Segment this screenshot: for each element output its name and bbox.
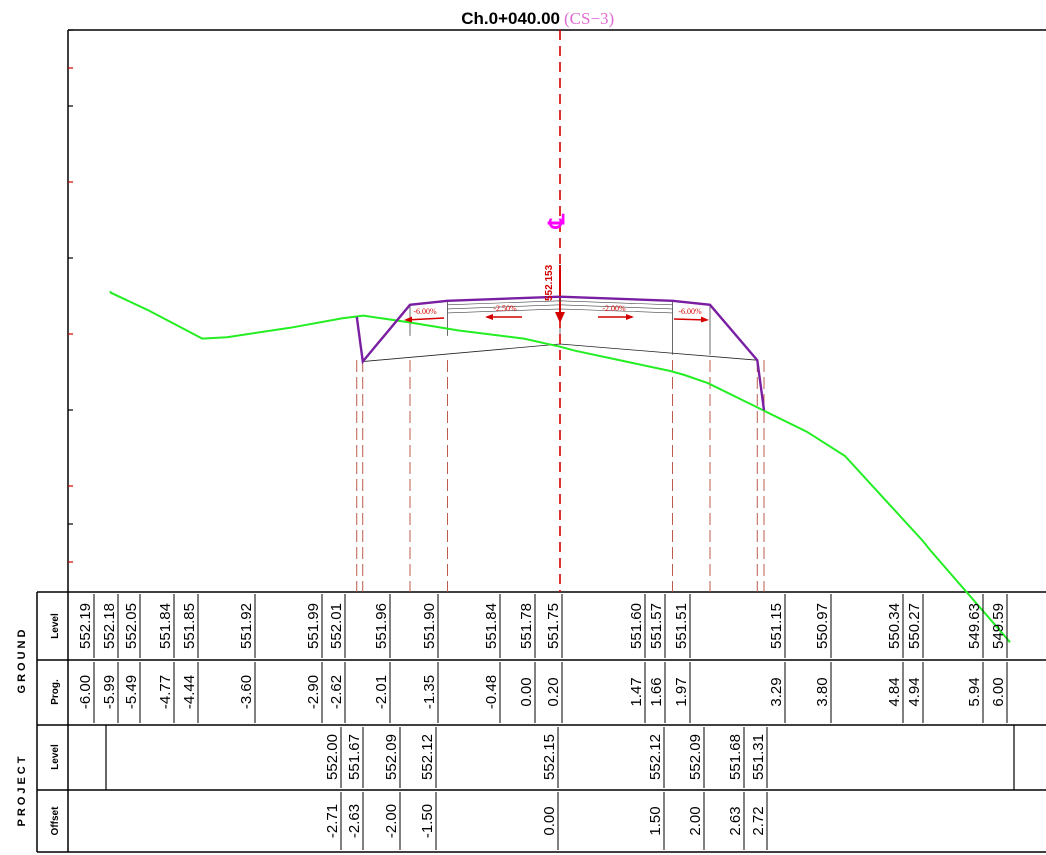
project-level-value: 551.67 xyxy=(346,734,363,780)
ground-prog-value: 4.84 xyxy=(886,677,903,706)
ground-level-value: 550.34 xyxy=(886,603,903,649)
ground-level-value: 549.63 xyxy=(966,603,983,649)
ground-level-value: 551.84 xyxy=(157,603,174,649)
ground-prog-value: 1.66 xyxy=(648,677,665,706)
slope-indicator-4: -6.00% xyxy=(673,307,709,323)
slope-label: -6.00% xyxy=(678,307,702,316)
section-id: (CS−3) xyxy=(564,9,614,28)
slope-indicator-1: -6.00% xyxy=(404,307,445,323)
ground-prog-value: -0.48 xyxy=(483,675,500,709)
project-offset-value: 2.63 xyxy=(727,806,744,835)
ground-prog-value: -4.44 xyxy=(181,675,198,709)
ground-prog-row-label: Prog. xyxy=(50,679,61,705)
ground-level-value: 552.01 xyxy=(328,603,345,649)
ground-prog-values: -6.00 -5.99 -5.49 -4.77 -4.44 -3.60 -2.90 -2.62… xyxy=(77,662,1008,723)
ground-prog-value: 4.94 xyxy=(906,677,923,706)
ground-level-value: 551.57 xyxy=(648,603,665,649)
project-profile-line xyxy=(355,295,766,411)
centerline-arrow xyxy=(555,312,565,323)
slope-label: -6.00% xyxy=(413,307,437,316)
ground-prog-value: -5.99 xyxy=(101,675,118,709)
project-level-value: 552.15 xyxy=(541,734,558,780)
level-axis-ticks xyxy=(68,29,73,563)
slope-label: -2.50% xyxy=(493,304,517,313)
slope-indicator-3: -2.00% xyxy=(598,304,634,320)
ground-prog-value: -2.62 xyxy=(328,675,345,709)
ground-level-value: 551.78 xyxy=(518,603,535,649)
ground-prog-value: -1.35 xyxy=(421,675,438,709)
project-level-row-label: Level xyxy=(50,744,61,770)
ground-prog-value: -4.77 xyxy=(157,675,174,709)
project-level-value: 552.09 xyxy=(383,734,400,780)
ground-profile-line xyxy=(109,290,1011,643)
plot-frame xyxy=(37,29,1046,593)
ground-prog-value: 3.80 xyxy=(814,677,831,706)
ground-level-value: 551.60 xyxy=(628,603,645,649)
project-level-values: 552.00 551.67 552.09 552.12 552.15 552.12 552.… xyxy=(324,727,768,788)
project-offset-value: -2.00 xyxy=(383,804,400,838)
project-offset-value: 0.00 xyxy=(541,806,558,835)
ground-level-value: 551.92 xyxy=(238,603,255,649)
ground-level-values: 552.19 552.18 552.05 551.84 551.85 551.92 551.… xyxy=(77,594,1008,658)
slope-arrow-line xyxy=(405,317,445,321)
ground-level-value: 550.27 xyxy=(906,603,923,649)
ground-level-value: 551.75 xyxy=(545,603,562,649)
ground-level-value: 551.90 xyxy=(421,603,438,649)
project-level-value: 551.31 xyxy=(750,734,767,780)
slope-arrow-head xyxy=(626,314,634,320)
ground-level-value: 552.19 xyxy=(77,603,94,649)
slope-indicator-2: -2.50% xyxy=(485,304,522,320)
projection-guide-lines xyxy=(356,265,765,592)
project-offset-value: 2.00 xyxy=(687,806,704,835)
ground-prog-value: 0.00 xyxy=(518,677,535,706)
ground-prog-value: 3.29 xyxy=(768,677,785,706)
project-offset-row-label: Offset xyxy=(50,806,61,836)
project-group-label: PROJECT xyxy=(16,754,28,827)
ground-prog-value: -6.00 xyxy=(77,675,94,709)
ground-level-value: 551.84 xyxy=(483,603,500,649)
ground-level-value: 551.96 xyxy=(373,603,390,649)
ground-prog-value: -2.90 xyxy=(305,675,322,709)
project-offset-value: 2.72 xyxy=(750,806,767,835)
chainage-title: Ch.0+040.00 xyxy=(461,9,560,28)
ground-level-value: 549.59 xyxy=(990,603,1007,649)
project-level-value: 552.12 xyxy=(647,734,664,780)
ground-level-row-label: Level xyxy=(50,613,61,639)
project-offset-value: -2.71 xyxy=(324,804,341,838)
ground-level-value: 552.05 xyxy=(123,603,140,649)
project-level-value: 552.09 xyxy=(687,734,704,780)
centerline-level-label: 552.153 xyxy=(544,264,555,301)
slope-arrow-head xyxy=(485,314,493,320)
project-level-value: 551.68 xyxy=(727,734,744,780)
slope-label: -2.00% xyxy=(602,304,626,313)
project-offset-value: -2.63 xyxy=(346,804,363,838)
centerline-symbol: ℄ xyxy=(544,213,569,229)
ground-prog-value: 0.20 xyxy=(545,677,562,706)
ground-level-value: 550.97 xyxy=(814,603,831,649)
slope-arrow-head xyxy=(404,316,412,323)
ground-level-value: 551.99 xyxy=(305,603,322,649)
ground-prog-value: 6.00 xyxy=(990,677,1007,706)
ground-group-label: GROUND xyxy=(16,627,28,694)
project-level-value: 552.00 xyxy=(324,734,341,780)
project-offset-value: -1.50 xyxy=(419,804,436,838)
ground-level-value: 551.85 xyxy=(181,603,198,649)
ground-prog-value: -2.01 xyxy=(373,675,390,709)
data-table xyxy=(36,592,1046,853)
ground-prog-value: 1.47 xyxy=(628,677,645,706)
ground-level-value: 551.15 xyxy=(768,603,785,649)
project-offset-value: 1.50 xyxy=(647,806,664,835)
ground-level-value: 552.18 xyxy=(101,603,118,649)
ground-level-value: 551.51 xyxy=(673,603,690,649)
ground-prog-value: -5.49 xyxy=(123,675,140,709)
ground-prog-value: 1.97 xyxy=(673,677,690,706)
ground-prog-value: 5.94 xyxy=(966,677,983,706)
slope-arrow-head xyxy=(701,316,709,323)
project-offset-values: -2.71 -2.63 -2.00 -1.50 0.00 1.50 2.00 2.63 2.72 xyxy=(324,792,768,850)
ground-prog-value: -3.60 xyxy=(238,675,255,709)
project-level-value: 552.12 xyxy=(419,734,436,780)
